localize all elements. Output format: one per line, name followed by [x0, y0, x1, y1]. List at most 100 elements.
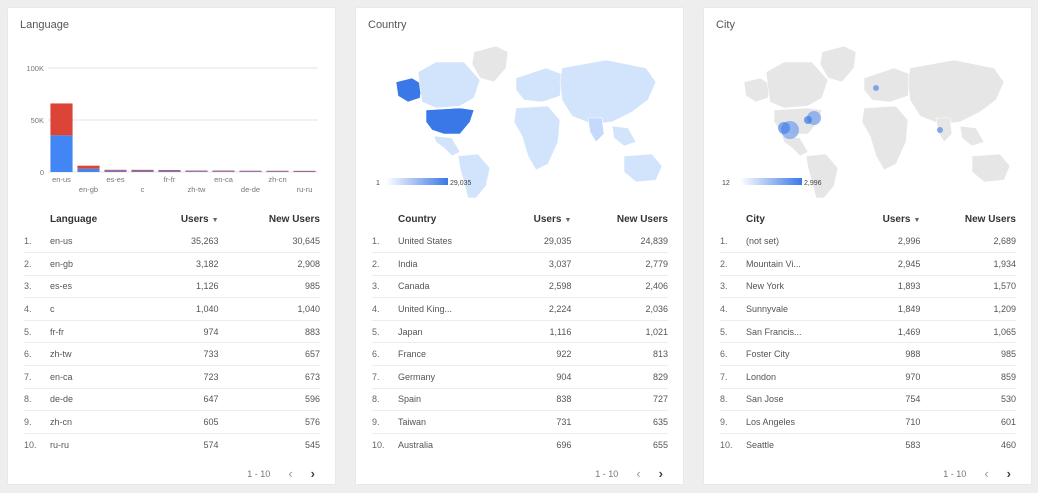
table-row[interactable]: 3. Canada 2,598 2,406	[372, 275, 668, 299]
table-row[interactable]: 10. ru-ru 574 545	[24, 433, 320, 456]
bar-segment[interactable]	[212, 171, 235, 172]
table-row[interactable]: 4. Sunnyvale 1,849 1,209	[720, 297, 1016, 321]
col-header-country[interactable]: Country	[398, 213, 437, 225]
table-row[interactable]: 9. Taiwan 731 635	[372, 410, 668, 434]
city-geo-map[interactable]: 12 2,996	[704, 38, 1031, 198]
bar-segment[interactable]	[158, 170, 181, 171]
chevron-right-icon[interactable]: ›	[658, 466, 663, 481]
bar-segment[interactable]	[185, 170, 208, 172]
row-new-users: 635	[571, 410, 668, 434]
bar-segment[interactable]	[293, 171, 316, 173]
table-row[interactable]: 7. en-ca 723 673	[24, 365, 320, 389]
table-row[interactable]: 4. United King... 2,224 2,036	[372, 297, 668, 321]
row-new-users: 530	[920, 388, 1016, 412]
row-new-users: 2,406	[571, 275, 668, 299]
table-row[interactable]: 10. Seattle 583 460	[720, 433, 1016, 456]
table-row[interactable]: 2. India 3,037 2,779	[372, 252, 668, 276]
bar-segment[interactable]	[50, 135, 73, 172]
bar-segment[interactable]	[131, 170, 154, 172]
bar-segment[interactable]	[239, 170, 262, 172]
country-table: Country Users ▼ New Users 1. United States…	[372, 208, 668, 456]
col-header-new-users[interactable]: New Users	[268, 213, 320, 225]
table-row[interactable]: 7. Germany 904 829	[372, 365, 668, 389]
row-index: 1.	[372, 230, 398, 254]
table-row[interactable]: 6. zh-tw 733 657	[24, 342, 320, 367]
table-row[interactable]: 3. es-es 1,126 985	[24, 275, 320, 299]
y-tick-label: 0	[40, 168, 44, 177]
table-row[interactable]: 5. San Francis... 1,469 1,065	[720, 320, 1016, 344]
table-row[interactable]: 6. Foster City 988 985	[720, 342, 1016, 367]
chevron-right-icon[interactable]: ›	[310, 466, 315, 481]
row-dimension: c	[50, 297, 144, 321]
col-header-language[interactable]: Language	[50, 213, 98, 225]
bar-segment[interactable]	[77, 168, 100, 172]
chevron-right-icon[interactable]: ›	[1006, 466, 1011, 481]
table-row[interactable]: 1. United States 29,035 24,839	[372, 230, 668, 254]
col-header-new-users[interactable]: New Users	[616, 213, 668, 225]
table-row[interactable]: 6. France 922 813	[372, 342, 668, 367]
col-header-new-users[interactable]: New Users	[964, 213, 1016, 225]
row-new-users: 673	[218, 365, 320, 389]
card-title: Language	[20, 19, 69, 31]
table-row[interactable]: 5. Japan 1,116 1,021	[372, 320, 668, 344]
row-users: 1,849	[849, 297, 921, 321]
world-map: 1 29,035	[376, 45, 663, 198]
bar-segment[interactable]	[266, 171, 289, 172]
row-dimension: Germany	[398, 365, 501, 389]
table-row[interactable]: 7. London 970 859	[720, 365, 1016, 389]
table-row[interactable]: 2. en-gb 3,182 2,908	[24, 252, 320, 276]
bar-segment[interactable]	[212, 170, 235, 172]
language-bar-chart: 0 50K 100K en-us en-gb es-es c fr-fr zh-tw en-ca d…	[8, 38, 335, 198]
table-row[interactable]: 9. Los Angeles 710 601	[720, 410, 1016, 434]
chevron-left-icon[interactable]: ‹	[288, 466, 293, 481]
bar-segment[interactable]	[293, 170, 316, 172]
row-dimension: San Jose	[746, 388, 850, 412]
bar-segment[interactable]	[131, 169, 154, 171]
col-header-users[interactable]: Users ▼	[882, 213, 921, 225]
row-dimension: United King...	[398, 297, 501, 321]
chevron-left-icon[interactable]: ‹	[636, 466, 641, 481]
city-bubble[interactable]	[937, 127, 943, 133]
table-row[interactable]: 1. (not set) 2,996 2,689	[720, 230, 1016, 254]
row-new-users: 985	[920, 342, 1016, 367]
table-row[interactable]: 3. New York 1,893 1,570	[720, 275, 1016, 299]
country-geo-map[interactable]: 1 29,035	[356, 38, 683, 198]
table-row[interactable]: 8. de-de 647 596	[24, 388, 320, 412]
row-dimension: de-de	[50, 388, 144, 412]
table-row[interactable]: 9. zh-cn 605 576	[24, 410, 320, 434]
row-dimension: Japan	[398, 320, 501, 344]
row-dimension: zh-cn	[50, 410, 144, 434]
bar-segment[interactable]	[266, 170, 289, 172]
chevron-left-icon[interactable]: ‹	[984, 466, 989, 481]
table-row[interactable]: 4. c 1,040 1,040	[24, 297, 320, 321]
city-bubble[interactable]	[804, 116, 812, 124]
col-header-users[interactable]: Users ▼	[533, 213, 572, 225]
row-new-users: 1,021	[571, 320, 668, 344]
row-users: 2,598	[500, 275, 572, 299]
row-index: 4.	[24, 297, 50, 321]
bar-segment[interactable]	[104, 169, 127, 171]
table-row[interactable]: 5. fr-fr 974 883	[24, 320, 320, 344]
pager-range: 1 - 10	[943, 468, 967, 479]
row-dimension: Australia	[398, 439, 434, 450]
row-users: 2,945	[849, 252, 921, 276]
table-row[interactable]: 1. en-us 35,263 30,645	[24, 230, 320, 254]
table-row[interactable]: 8. San Jose 754 530	[720, 388, 1016, 412]
table-row[interactable]: 2. Mountain Vi... 2,945 1,934	[720, 252, 1016, 276]
row-index: 1.	[24, 230, 50, 254]
bar-segment[interactable]	[77, 165, 100, 169]
pager: 1 - 10 ‹ ›	[943, 466, 1011, 481]
bar-segment[interactable]	[158, 170, 181, 172]
table-row[interactable]: 8. Spain 838 727	[372, 388, 668, 412]
bar-segment[interactable]	[50, 103, 73, 136]
row-users: 733	[143, 342, 219, 367]
col-header-users[interactable]: Users ▼	[180, 213, 219, 225]
table-row[interactable]: 10. Australia 696 655	[372, 433, 668, 456]
city-bubble[interactable]	[778, 122, 790, 134]
bar-segment[interactable]	[104, 170, 127, 172]
city-bubble[interactable]	[873, 85, 879, 91]
bar-segment[interactable]	[185, 171, 208, 172]
bar-segment[interactable]	[239, 171, 262, 172]
col-header-city[interactable]: City	[746, 213, 765, 225]
row-new-users: 883	[218, 320, 320, 344]
